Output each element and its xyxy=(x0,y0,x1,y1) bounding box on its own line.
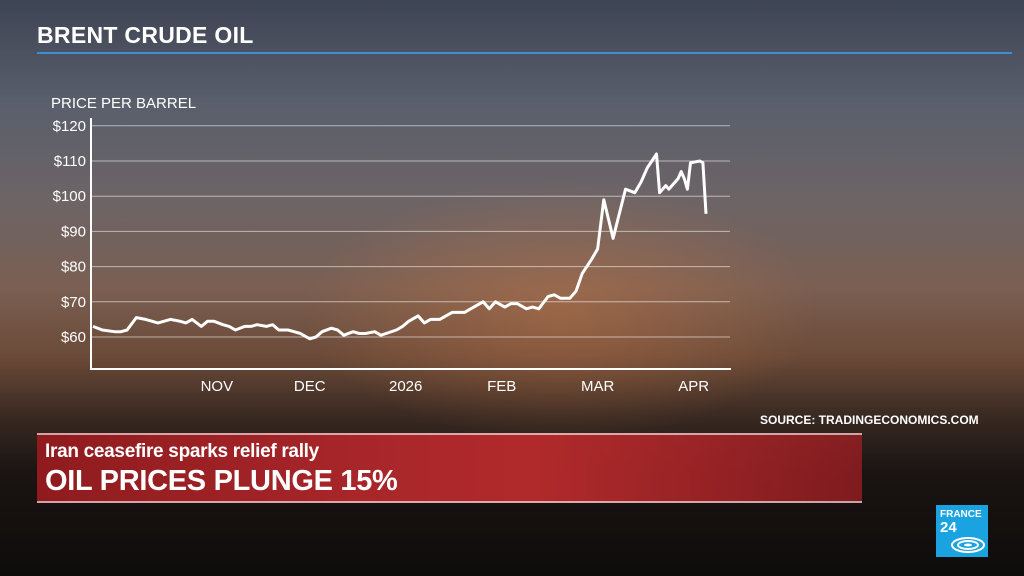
y-tick-label: $100 xyxy=(53,188,86,205)
x-tick-label: MAR xyxy=(581,378,615,395)
brent-price-line xyxy=(92,152,708,341)
x-tick-label: 2026 xyxy=(389,378,422,395)
banner-kicker: Iran ceasefire sparks relief rally xyxy=(45,441,319,462)
y-tick-label: $90 xyxy=(61,223,86,240)
y-axis-label: PRICE PER BARREL xyxy=(51,95,196,112)
chart-title: BRENT CRUDE OIL xyxy=(37,22,254,48)
y-tick-label: $60 xyxy=(61,329,86,346)
france24-logo: FRANCE 24 xyxy=(936,505,988,557)
logo-waves-icon xyxy=(951,537,985,553)
banner-headline: OIL PRICES PLUNGE 15% xyxy=(45,465,398,497)
lower-third-banner: Iran ceasefire sparks relief rally OIL P… xyxy=(37,433,862,503)
background-glow xyxy=(300,180,820,440)
x-tick-label: DEC xyxy=(294,378,326,395)
x-tick-label: NOV xyxy=(201,378,234,395)
logo-text-24: 24 xyxy=(940,519,957,536)
y-tick-label: $110 xyxy=(54,153,86,170)
logo-text-france: FRANCE xyxy=(940,509,982,520)
source-credit: SOURCE: TRADINGECONOMICS.COM xyxy=(760,413,979,427)
y-tick-label: $70 xyxy=(61,294,86,311)
title-divider xyxy=(37,52,1012,54)
x-tick-label: FEB xyxy=(487,378,516,395)
y-tick-label: $120 xyxy=(53,118,86,135)
x-tick-label: APR xyxy=(678,378,709,395)
y-tick-label: $80 xyxy=(61,259,86,276)
